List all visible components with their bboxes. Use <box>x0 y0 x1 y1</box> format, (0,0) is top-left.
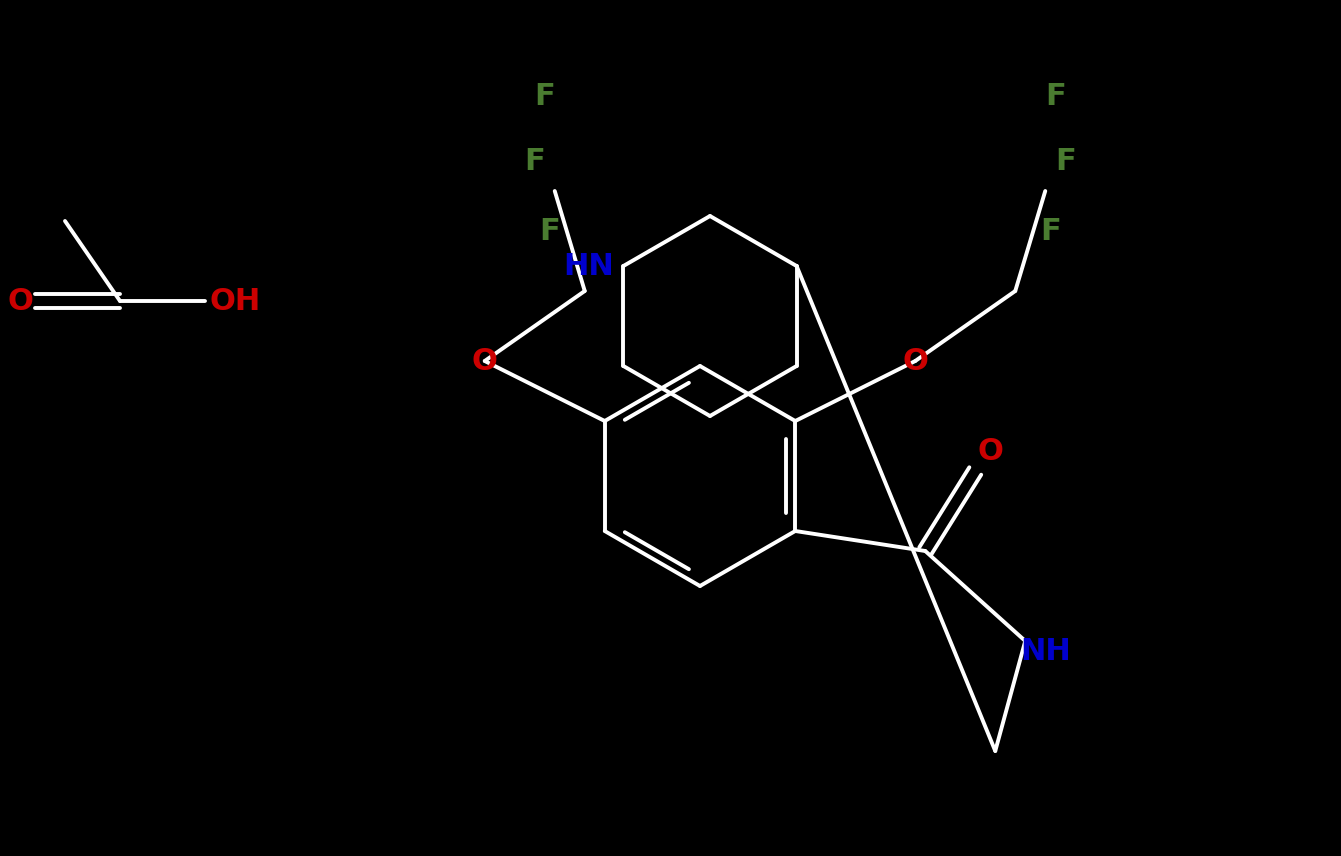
Text: F: F <box>524 146 544 175</box>
Text: HN: HN <box>563 252 614 281</box>
Text: F: F <box>1055 146 1075 175</box>
Text: F: F <box>1039 217 1061 246</box>
Text: OH: OH <box>209 287 260 316</box>
Text: O: O <box>7 287 34 316</box>
Text: F: F <box>539 217 561 246</box>
Text: O: O <box>472 347 498 376</box>
Text: O: O <box>902 347 928 376</box>
Text: F: F <box>534 81 555 110</box>
Text: F: F <box>1045 81 1066 110</box>
Text: O: O <box>978 437 1003 466</box>
Text: NH: NH <box>1021 637 1070 665</box>
